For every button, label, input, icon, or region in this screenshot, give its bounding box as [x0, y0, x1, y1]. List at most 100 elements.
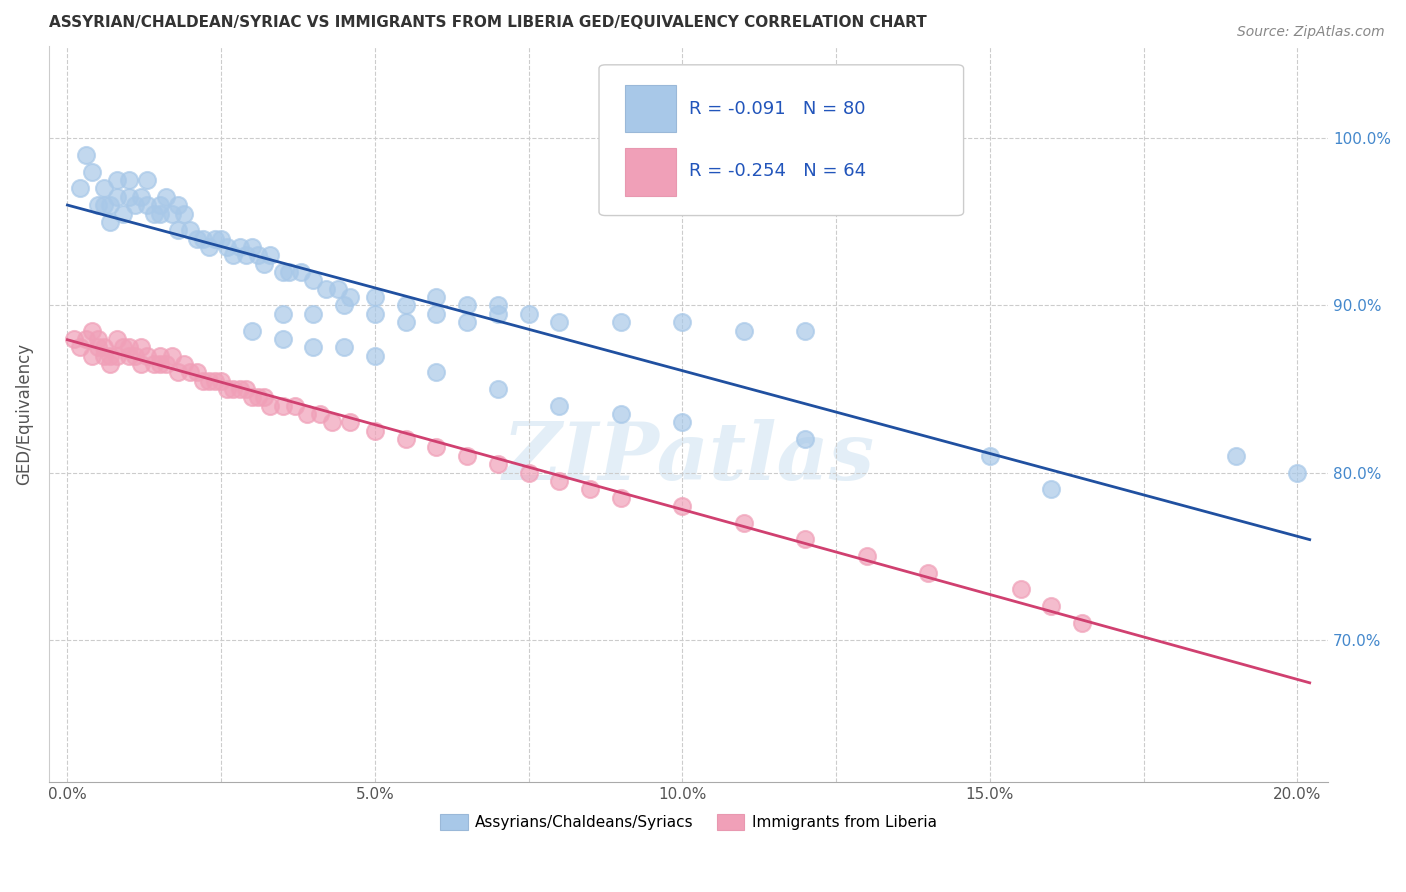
Point	[80, 324, 103, 338]
Point	[456, 298, 478, 312]
Point	[610, 407, 633, 421]
Point	[129, 357, 152, 371]
Point	[87, 332, 110, 346]
Point	[217, 240, 239, 254]
Point	[548, 399, 571, 413]
Point	[253, 390, 276, 404]
Point	[671, 315, 693, 329]
Point	[979, 449, 1001, 463]
Point	[395, 298, 418, 312]
Point	[93, 181, 115, 195]
Point	[167, 198, 190, 212]
Point	[69, 340, 91, 354]
Point	[486, 382, 509, 396]
Point	[302, 340, 325, 354]
Point	[209, 231, 232, 245]
Point	[235, 248, 257, 262]
Point	[160, 206, 183, 220]
Point	[548, 315, 571, 329]
Point	[610, 315, 633, 329]
Point	[290, 265, 312, 279]
FancyBboxPatch shape	[599, 65, 963, 216]
FancyBboxPatch shape	[624, 85, 676, 133]
Point	[302, 307, 325, 321]
Point	[93, 340, 115, 354]
Point	[1225, 449, 1247, 463]
Point	[136, 173, 159, 187]
Point	[204, 231, 226, 245]
Point	[149, 198, 172, 212]
Point	[118, 349, 141, 363]
Point	[297, 407, 319, 421]
Point	[456, 315, 478, 329]
Point	[75, 332, 97, 346]
Point	[124, 349, 146, 363]
Point	[179, 223, 201, 237]
Point	[794, 533, 817, 547]
Point	[364, 307, 387, 321]
Point	[155, 357, 177, 371]
Point	[235, 382, 257, 396]
Point	[240, 240, 263, 254]
Point	[191, 231, 214, 245]
Point	[733, 516, 755, 530]
Point	[917, 566, 939, 580]
Text: Source: ZipAtlas.com: Source: ZipAtlas.com	[1237, 25, 1385, 39]
Point	[100, 349, 122, 363]
Point	[240, 324, 263, 338]
Point	[517, 466, 540, 480]
Point	[118, 173, 141, 187]
Point	[204, 374, 226, 388]
Point	[425, 307, 447, 321]
Point	[149, 206, 172, 220]
Point	[167, 365, 190, 379]
Point	[129, 340, 152, 354]
Point	[856, 549, 879, 563]
Point	[80, 349, 103, 363]
Point	[149, 349, 172, 363]
Point	[100, 215, 122, 229]
Point	[80, 165, 103, 179]
Point	[1010, 582, 1032, 597]
Point	[247, 248, 270, 262]
Point	[271, 307, 294, 321]
Point	[179, 365, 201, 379]
Point	[579, 482, 602, 496]
Text: R = -0.091   N = 80: R = -0.091 N = 80	[689, 100, 865, 118]
Point	[395, 315, 418, 329]
Point	[111, 340, 134, 354]
Point	[217, 382, 239, 396]
Point	[671, 499, 693, 513]
Point	[136, 349, 159, 363]
Text: ZIPatlas: ZIPatlas	[502, 419, 875, 497]
Text: ASSYRIAN/CHALDEAN/SYRIAC VS IMMIGRANTS FROM LIBERIA GED/EQUIVALENCY CORRELATION : ASSYRIAN/CHALDEAN/SYRIAC VS IMMIGRANTS F…	[49, 15, 927, 30]
Point	[271, 332, 294, 346]
Point	[794, 432, 817, 446]
Point	[149, 357, 172, 371]
Point	[259, 399, 281, 413]
Point	[111, 206, 134, 220]
Point	[136, 198, 159, 212]
Point	[198, 374, 221, 388]
Point	[1071, 615, 1094, 630]
Point	[155, 190, 177, 204]
Point	[321, 416, 343, 430]
Point	[425, 365, 447, 379]
Point	[253, 257, 276, 271]
Point	[118, 340, 141, 354]
Point	[277, 265, 299, 279]
Point	[240, 390, 263, 404]
Point	[87, 340, 110, 354]
Point	[129, 190, 152, 204]
Point	[1286, 466, 1309, 480]
Point	[671, 416, 693, 430]
Point	[105, 190, 128, 204]
Point	[333, 298, 356, 312]
Point	[222, 382, 245, 396]
Point	[486, 307, 509, 321]
Point	[142, 206, 165, 220]
Point	[364, 349, 387, 363]
Point	[198, 240, 221, 254]
Point	[69, 181, 91, 195]
Point	[259, 248, 281, 262]
